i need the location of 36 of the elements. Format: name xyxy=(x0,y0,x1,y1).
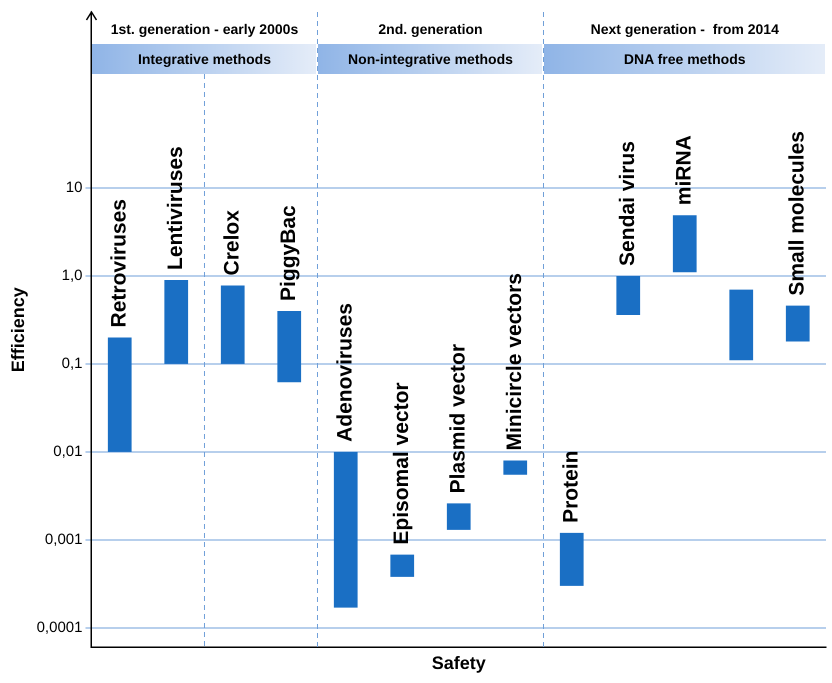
x-tick-label: Adenoviruses xyxy=(334,303,357,442)
annotation: Next generation - from 2014 xyxy=(590,20,780,39)
bar xyxy=(786,306,810,342)
y-tick-label: 0,0001 xyxy=(36,619,82,636)
x-tick-label: PiggyBac xyxy=(277,204,300,301)
bar xyxy=(390,554,414,577)
y-tick-label: 0,1 xyxy=(62,355,82,372)
x-tick-label: Episomal vector xyxy=(390,382,414,545)
y-tick-label: 0,001 xyxy=(44,531,82,548)
bar xyxy=(220,285,245,364)
x-tick-label: Sendai virus xyxy=(616,141,640,266)
bar xyxy=(446,503,471,530)
bar xyxy=(334,452,358,608)
bar xyxy=(164,280,188,364)
bar xyxy=(560,532,584,586)
bar xyxy=(616,276,640,315)
x-tick-label: Retroviruses xyxy=(108,199,131,328)
x-axis-title: Safety xyxy=(432,653,486,674)
bar xyxy=(277,310,302,382)
x-tick-label: Minicircle vectors xyxy=(503,273,526,450)
x-tick-label: Protein xyxy=(560,450,583,523)
annotation: 1st. generation - early 2000s xyxy=(110,20,300,39)
bar xyxy=(108,337,132,452)
y-tick-label: 1,0 xyxy=(62,267,82,284)
y-tick-label: 0,01 xyxy=(53,443,82,460)
x-tick-label: Plasmid vector xyxy=(446,344,470,494)
x-tick-label: Lentiviruses xyxy=(164,146,188,270)
annotation: 2nd. generation xyxy=(377,20,484,39)
bar xyxy=(503,460,528,475)
bar xyxy=(729,290,754,360)
x-tick-label: miRNA xyxy=(672,135,696,206)
x-tick-label: Crelox xyxy=(220,210,244,276)
y-tick-label: 10 xyxy=(66,179,82,196)
x-tick-label: Small molecules xyxy=(786,131,809,296)
bar xyxy=(672,215,697,272)
y-axis-title: Efficiency xyxy=(8,287,28,372)
